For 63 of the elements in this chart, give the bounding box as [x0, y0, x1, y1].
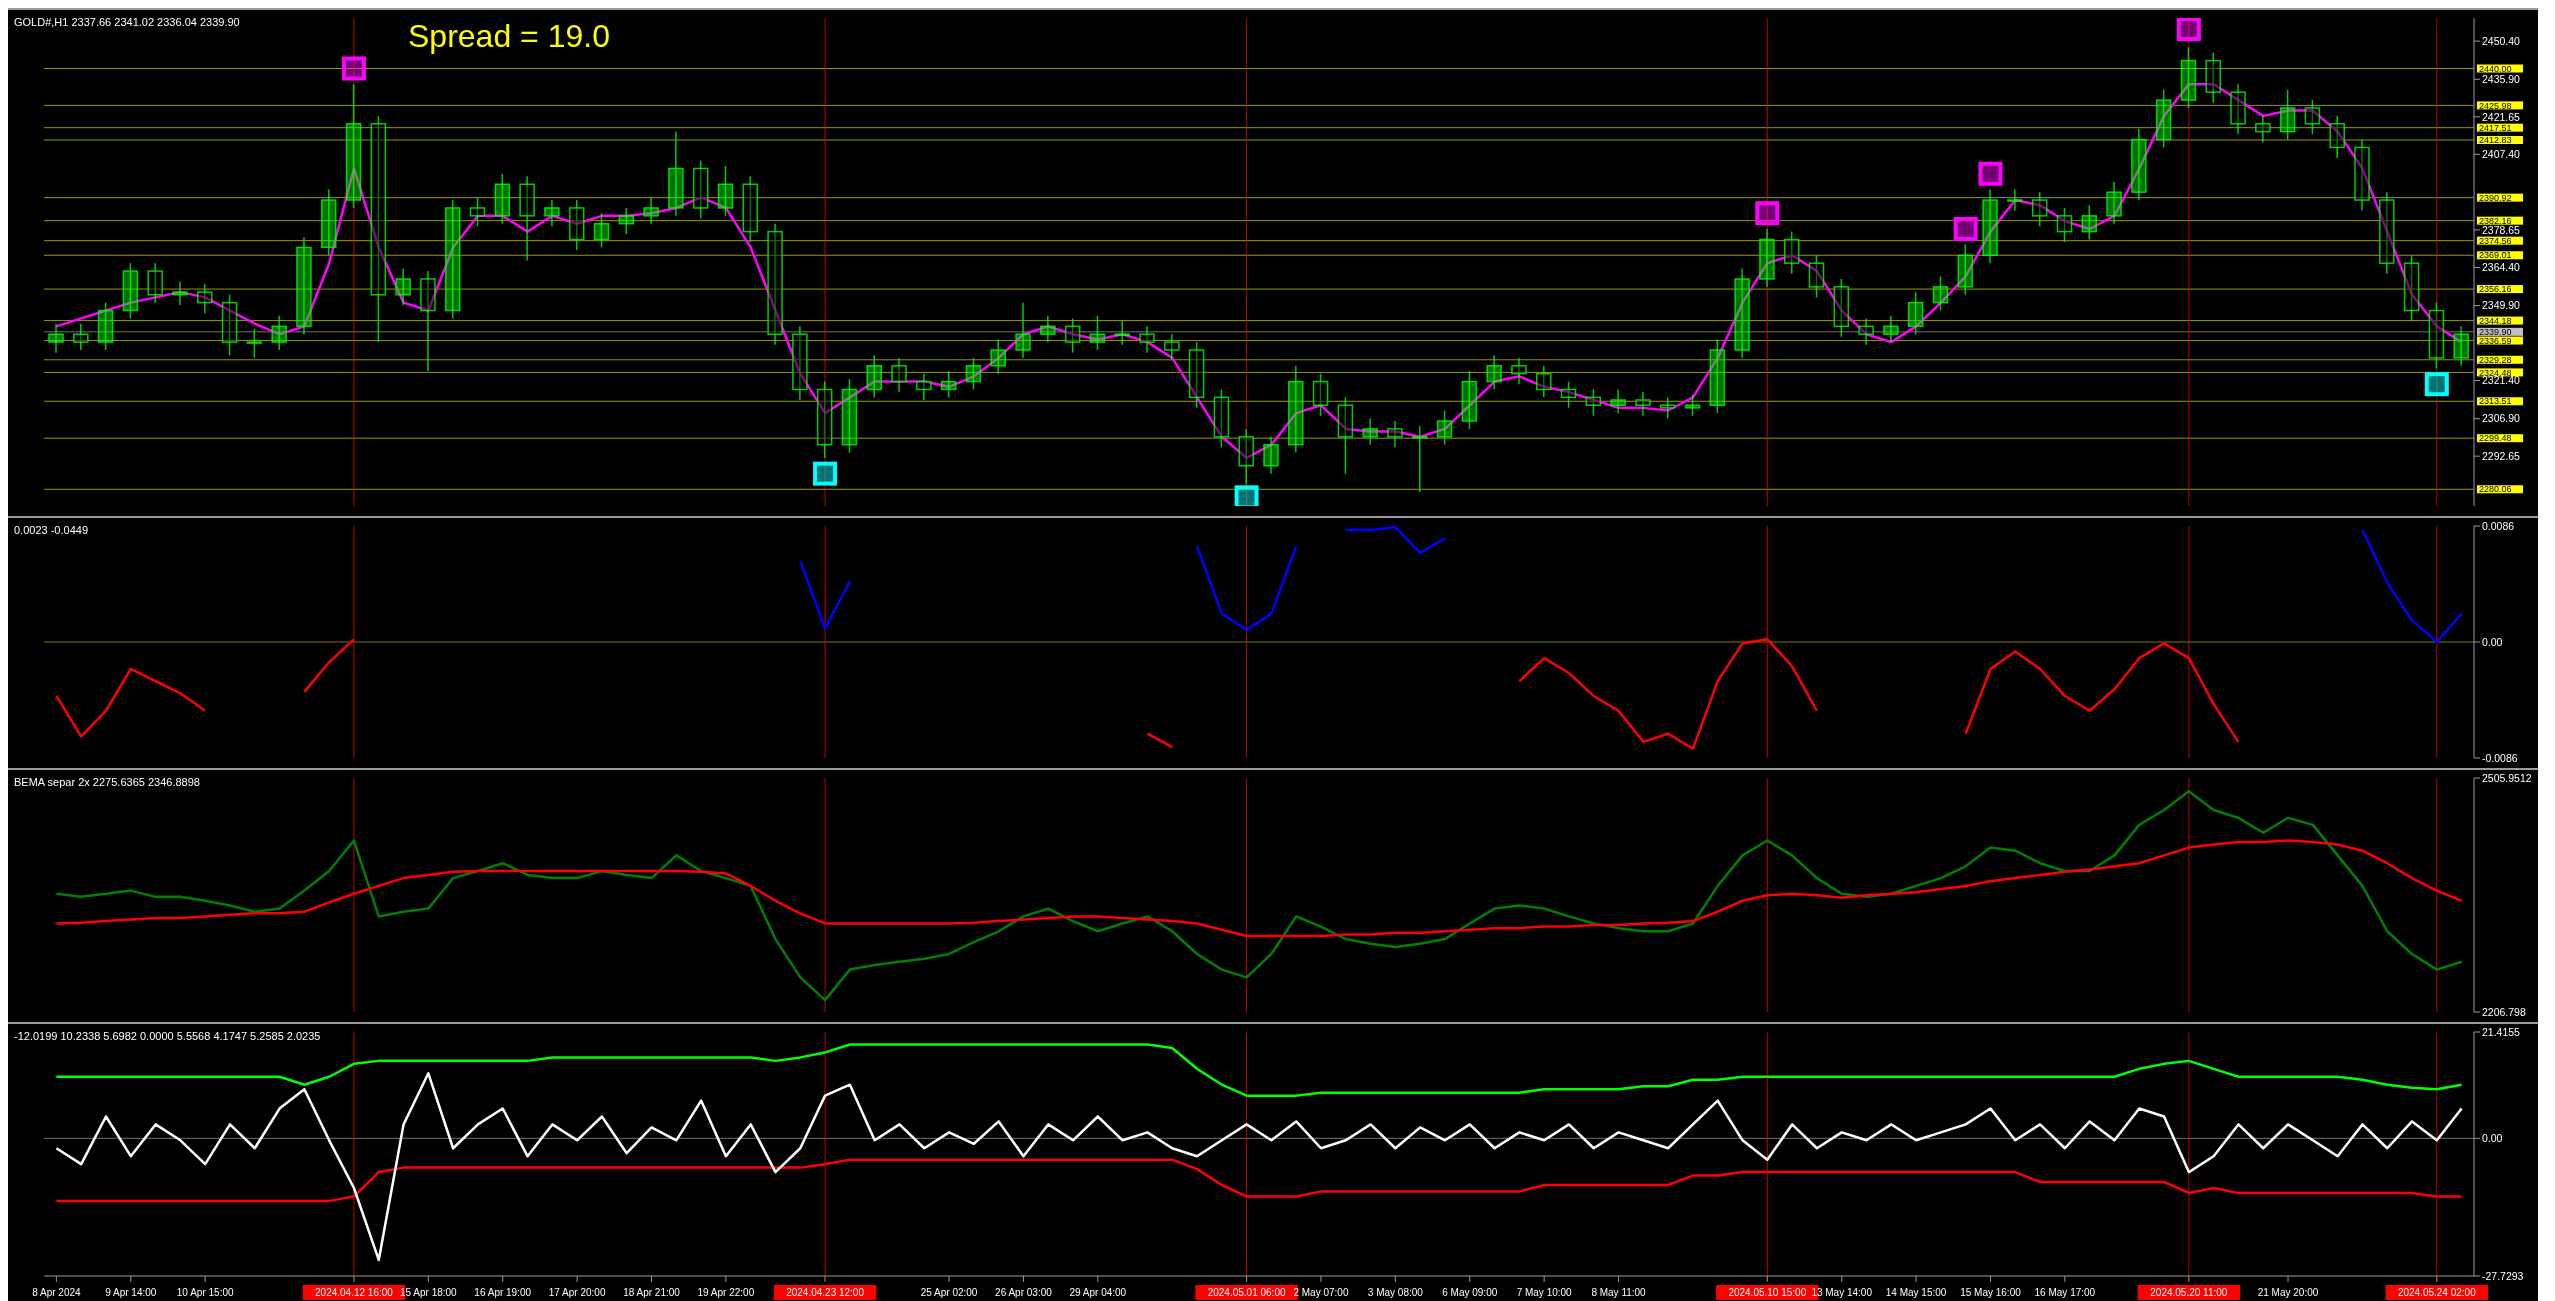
- ref-line-label: 2382.16: [2479, 215, 2512, 226]
- y-tick-label: 2450.40: [2482, 34, 2521, 47]
- ref-line-label: 2356.16: [2479, 284, 2512, 295]
- annotation: Spread = 19.0: [408, 18, 610, 55]
- ref-line-label: 2374.56: [2479, 235, 2512, 246]
- chart-title: GOLD#,H1 2337.66 2341.02 2336.04 2339.90: [14, 16, 240, 28]
- x-tick-label: 25 Apr 02:00: [920, 1287, 978, 1298]
- x-tick-label: 2024.05.10 15:00: [1728, 1287, 1807, 1298]
- x-tick-label: 19 Apr 22:00: [697, 1287, 755, 1298]
- ref-line-label: 2329.28: [2479, 354, 2512, 365]
- x-tick-label: 26 Apr 03:00: [995, 1287, 1053, 1298]
- y-tick-label: 2206.798: [2482, 1005, 2526, 1018]
- y-tick-label: 2364.40: [2482, 261, 2521, 274]
- x-tick-label: 9 Apr 14:00: [105, 1287, 157, 1298]
- y-tick-label: 0.00: [2482, 635, 2503, 648]
- x-tick-label: 6 May 09:00: [1442, 1287, 1498, 1298]
- ref-line-label: 2339.90: [2479, 327, 2512, 338]
- x-tick-label: 8 Apr 2024: [32, 1287, 82, 1298]
- y-tick-label: 2378.65: [2482, 223, 2521, 236]
- x-tick-label: 14 May 15:00: [1885, 1287, 1947, 1298]
- x-tick-label: 2024.05.24 02:00: [2397, 1287, 2477, 1298]
- ref-line-label: 2299.48: [2479, 433, 2512, 444]
- y-tick-label: 2407.40: [2482, 148, 2521, 160]
- x-tick-label: 18 Apr 21:00: [623, 1287, 681, 1298]
- y-tick-label: 21.4155: [2482, 1025, 2521, 1038]
- y-tick-label: 2292.65: [2482, 449, 2521, 462]
- y-tick-label: 2421.65: [2482, 110, 2521, 123]
- y-tick-label: 0.00: [2482, 1132, 2503, 1145]
- x-tick-label: 10 Apr 15:00: [176, 1287, 234, 1298]
- x-tick-label: 2 May 07:00: [1293, 1287, 1349, 1298]
- x-tick-label: 7 May 10:00: [1516, 1287, 1573, 1298]
- ref-line-label: 2336.59: [2479, 335, 2512, 346]
- chart-title: BEMA separ 2x 2275.6365 2346.8898: [14, 776, 200, 788]
- ref-line-label: 2417.51: [2479, 122, 2512, 133]
- ref-line-label: 2412.83: [2479, 135, 2512, 146]
- ref-line-label: 2369.01: [2479, 250, 2512, 261]
- x-tick-label: 2024.04.12 16:00: [315, 1287, 394, 1298]
- ref-line-label: 2280.06: [2479, 484, 2512, 495]
- x-tick-label: 2024.05.20 11:00: [2150, 1287, 2228, 1298]
- y-tick-label: 2306.90: [2482, 412, 2521, 425]
- y-tick-label: 0.0086: [2482, 519, 2515, 532]
- y-tick-label: -27.7293: [2482, 1269, 2524, 1282]
- y-tick-label: 2349.90: [2482, 299, 2521, 312]
- x-tick-label: 15 May 16:00: [1960, 1287, 2022, 1298]
- y-tick-label: -0.0086: [2482, 751, 2518, 764]
- x-tick-label: 8 May 11:00: [1591, 1287, 1647, 1298]
- ref-line-label: 2313.51: [2479, 396, 2512, 407]
- ref-line-label: 2425.98: [2479, 100, 2512, 111]
- x-tick-label: 2024.05.01 06:00: [1207, 1287, 1286, 1298]
- x-tick-label: 16 May 17:00: [2034, 1287, 2096, 1298]
- y-tick-label: 2435.90: [2482, 73, 2521, 86]
- x-tick-label: 17 Apr 20:00: [548, 1287, 606, 1298]
- ref-line-label: 2390.92: [2479, 192, 2512, 203]
- x-tick-label: 21 May 20:00: [2257, 1287, 2319, 1298]
- ref-line-label: 2440.00: [2479, 63, 2512, 74]
- y-tick-label: 2505.9512: [2482, 771, 2532, 784]
- x-tick-label: 16 Apr 19:00: [474, 1287, 532, 1298]
- x-tick-label: 2024.04.23 12:00: [786, 1287, 865, 1298]
- ref-line-label: 2344.18: [2479, 315, 2512, 326]
- chart-title: -12.0199 10.2338 5.6982 0.0000 5.5568 4.1747 5.2585 2.0235: [14, 1030, 321, 1042]
- chart-title: 0.0023 -0.0449: [14, 524, 89, 536]
- x-tick-label: 29 Apr 04:00: [1069, 1287, 1127, 1298]
- x-tick-label: 3 May 08:00: [1367, 1287, 1424, 1298]
